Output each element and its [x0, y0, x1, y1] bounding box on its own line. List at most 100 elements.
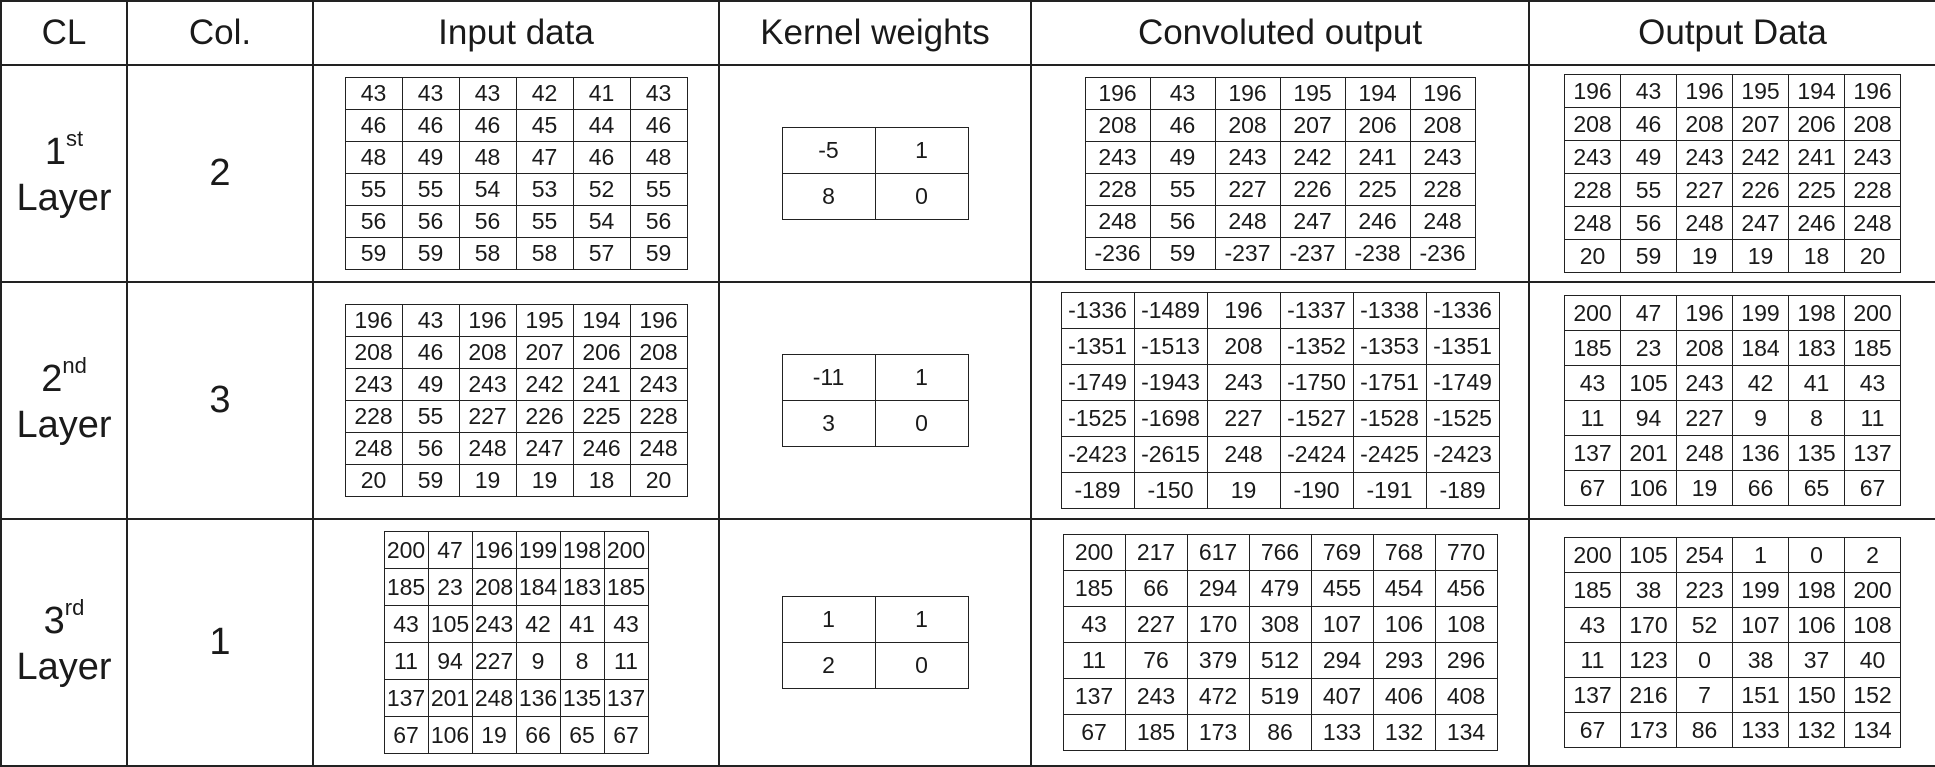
matrix-cell: 479	[1248, 570, 1312, 607]
matrix-cell: 19	[515, 464, 574, 497]
matrix-cell: 56	[629, 205, 688, 238]
matrix-cell: 194	[1344, 77, 1411, 110]
layer-suffix: rd	[64, 594, 85, 620]
matrix-cell: 54	[572, 205, 631, 238]
matrix-cell: 11	[603, 642, 649, 680]
matrix-row: -2423 -2615 248 -2424 -2425 -2423	[1060, 436, 1500, 473]
matrix-cell: -191	[1352, 472, 1427, 509]
matrix-row: -1351 -1513 208 -1352 -1353 -1351	[1060, 328, 1500, 365]
matrix-cell: 248	[344, 432, 403, 465]
matrix-cell: 228	[1564, 173, 1621, 207]
matrix-cell: 19	[471, 716, 517, 754]
matrix-cell: 23	[427, 568, 473, 606]
matrix-cell: 107	[1310, 606, 1374, 643]
matrix-cell: 208	[344, 336, 403, 369]
matrix-cell: 243	[471, 605, 517, 643]
matrix-row: 43 105 243 42 41 43	[1564, 365, 1901, 401]
matrix-cell: 246	[572, 432, 631, 465]
matrix-cell: 38	[1620, 572, 1677, 608]
matrix-cell: 132	[1372, 714, 1436, 751]
matrix-cell: 243	[1084, 141, 1151, 174]
matrix-cell: 243	[1409, 141, 1476, 174]
matrix-cell: 11	[1564, 400, 1621, 436]
output-matrix: 196 43 196 195 194 196 208 46 208 207 206 208 243 49 2…	[1564, 74, 1901, 273]
matrix-row: -1525 -1698 227 -1527 -1528 -1525	[1060, 400, 1500, 437]
matrix-cell: 65	[559, 716, 605, 754]
matrix-cell: 183	[1788, 330, 1845, 366]
matrix-row: 46 46 46 45 44 46	[344, 109, 688, 142]
matrix-row: 185 23 208 184 183 185	[383, 568, 649, 606]
layer-number: 1	[44, 130, 66, 173]
matrix-cell: 200	[1564, 537, 1621, 573]
matrix-row: 137 201 248 136 135 137	[1564, 435, 1901, 471]
matrix-cell: 242	[1732, 140, 1789, 174]
matrix-row: 248 56 248 247 246 248	[1084, 205, 1476, 238]
matrix-cell: -237	[1279, 237, 1346, 270]
matrix-row: 243 49 243 242 241 243	[1084, 141, 1476, 174]
matrix-cell: -1528	[1352, 400, 1427, 437]
matrix-cell: 106	[1788, 607, 1845, 643]
matrix-cell: 248	[1206, 436, 1281, 473]
matrix-cell: 11	[1844, 400, 1901, 436]
matrix-row: 196 43 196 195 194 196	[344, 304, 688, 337]
matrix-cell: 196	[1676, 295, 1733, 331]
matrix-cell: 195	[1279, 77, 1346, 110]
matrix-cell: 135	[559, 679, 605, 717]
matrix-cell: 18	[1788, 239, 1845, 273]
matrix-cell: 308	[1248, 606, 1312, 643]
matrix-cell: 19	[1732, 239, 1789, 273]
kernel-matrix: -5 1 8 0	[781, 127, 969, 220]
matrix-cell: 54	[458, 173, 517, 206]
matrix-cell: 207	[1279, 109, 1346, 142]
matrix-cell: 198	[559, 531, 605, 569]
conv-matrix: 196 43 196 195 194 196 208 46 208 207 206 208 243 49 2…	[1084, 77, 1476, 270]
matrix-cell: 42	[1732, 365, 1789, 401]
matrix-cell: 247	[515, 432, 574, 465]
matrix-row: 67 106 19 66 65 67	[1564, 470, 1901, 506]
matrix-cell: 52	[572, 173, 631, 206]
layer-number: 3	[43, 599, 65, 642]
matrix-cell: 243	[629, 368, 688, 401]
matrix-cell: 55	[1149, 173, 1216, 206]
matrix-cell: 208	[471, 568, 517, 606]
matrix-cell: 200	[1844, 572, 1901, 608]
matrix-cell: 199	[515, 531, 561, 569]
matrix-row: 243 49 243 242 241 243	[1564, 140, 1901, 174]
input-matrix: 196 43 196 195 194 196 208 46 208 207 206 208 243 49 2…	[344, 304, 688, 497]
matrix-cell: 170	[1186, 606, 1250, 643]
matrix-cell: 56	[401, 205, 460, 238]
matrix-cell: 56	[344, 205, 403, 238]
matrix-cell: 185	[1124, 714, 1188, 751]
matrix-cell: 201	[1620, 435, 1677, 471]
header-cell: Input data	[312, 0, 720, 66]
matrix-cell: -1749	[1425, 364, 1500, 401]
matrix-cell: 49	[401, 368, 460, 401]
matrix-cell: 55	[401, 400, 460, 433]
matrix-cell: 208	[1676, 330, 1733, 366]
matrix-cell: 67	[603, 716, 649, 754]
matrix-cell: -236	[1084, 237, 1151, 270]
matrix-cell: 228	[1844, 173, 1901, 207]
matrix-cell: 455	[1310, 570, 1374, 607]
layer-suffix: nd	[62, 352, 87, 378]
matrix-row: 200 47 196 199 198 200	[383, 531, 649, 569]
matrix-cell: 48	[458, 141, 517, 174]
matrix-cell: 43	[344, 77, 403, 110]
matrix-cell: 227	[471, 642, 517, 680]
matrix-cell: -1336	[1060, 292, 1135, 329]
input-cell: 43 43 43 42 41 43 46 46 46 45 44 46 48 49 48 47 46 48 55 55…	[312, 64, 720, 283]
matrix-row: 228 55 227 226 225 228	[1564, 173, 1901, 207]
matrix-cell: -1336	[1425, 292, 1500, 329]
matrix-cell: 0	[874, 400, 969, 447]
matrix-cell: 225	[1344, 173, 1411, 206]
matrix-row: 185 66 294 479 455 454 456	[1062, 570, 1498, 607]
matrix-cell: 11	[1564, 642, 1621, 678]
matrix-cell: 379	[1186, 642, 1250, 679]
matrix-cell: 137	[1564, 435, 1621, 471]
matrix-cell: 208	[1676, 107, 1733, 141]
matrix-cell: 198	[1788, 295, 1845, 331]
matrix-cell: 2	[1844, 537, 1901, 573]
matrix-cell: 106	[427, 716, 473, 754]
header-cell: CL	[0, 0, 128, 66]
